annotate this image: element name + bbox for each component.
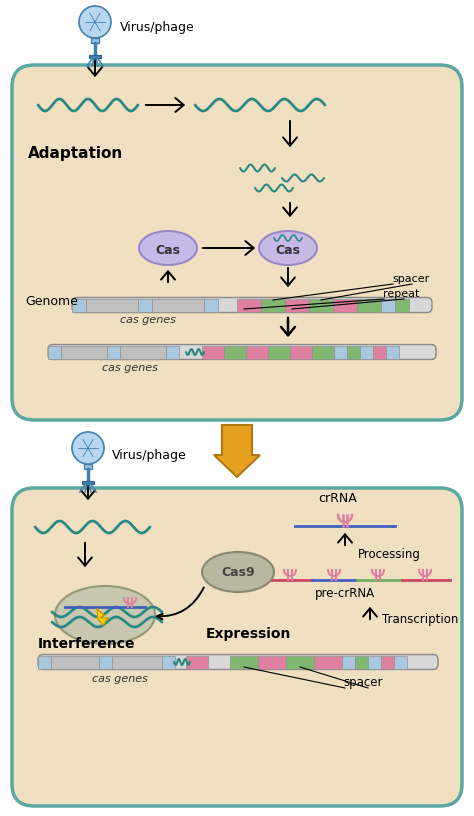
Bar xyxy=(224,345,246,358)
Bar xyxy=(82,481,94,484)
Text: Cas: Cas xyxy=(275,245,301,258)
Bar xyxy=(395,299,409,312)
FancyArrow shape xyxy=(214,425,260,477)
Text: Cas9: Cas9 xyxy=(221,566,255,579)
Bar xyxy=(290,345,312,358)
Bar xyxy=(51,655,99,668)
Text: spacer: spacer xyxy=(392,274,429,284)
Bar xyxy=(246,345,268,358)
Bar xyxy=(237,299,261,312)
Bar xyxy=(381,655,394,668)
Bar xyxy=(91,38,99,43)
Bar xyxy=(286,655,314,668)
Bar xyxy=(394,655,407,668)
Bar xyxy=(86,299,138,312)
Text: crRNA: crRNA xyxy=(318,492,357,505)
Bar xyxy=(186,655,208,668)
Bar xyxy=(268,345,290,358)
Text: pre-crRNA: pre-crRNA xyxy=(315,587,375,600)
Bar xyxy=(202,345,224,358)
Bar xyxy=(38,655,51,668)
Bar xyxy=(312,345,334,358)
FancyBboxPatch shape xyxy=(38,654,438,669)
Ellipse shape xyxy=(55,586,155,644)
Bar xyxy=(355,655,368,668)
Text: cas genes: cas genes xyxy=(102,363,158,373)
Bar xyxy=(368,655,381,668)
Text: Processing: Processing xyxy=(358,548,421,561)
Bar xyxy=(107,345,120,358)
Bar xyxy=(230,655,258,668)
Bar xyxy=(99,655,112,668)
Text: Virus/phage: Virus/phage xyxy=(120,21,195,34)
FancyBboxPatch shape xyxy=(12,65,462,420)
Bar xyxy=(61,345,107,358)
Ellipse shape xyxy=(259,231,317,265)
Bar xyxy=(381,299,395,312)
Polygon shape xyxy=(97,609,108,625)
Bar xyxy=(112,655,162,668)
Bar xyxy=(120,345,166,358)
Bar xyxy=(48,345,61,358)
Bar xyxy=(162,655,175,668)
Bar xyxy=(72,299,86,312)
Bar xyxy=(138,299,152,312)
Bar xyxy=(333,299,357,312)
FancyBboxPatch shape xyxy=(72,298,432,313)
Bar xyxy=(357,299,381,312)
Bar xyxy=(285,299,309,312)
Bar xyxy=(84,464,92,469)
Text: repeat: repeat xyxy=(383,289,419,299)
Bar xyxy=(309,299,333,312)
Text: cas genes: cas genes xyxy=(120,315,176,325)
FancyBboxPatch shape xyxy=(48,344,436,360)
Text: Adaptation: Adaptation xyxy=(28,146,123,161)
Bar xyxy=(342,655,355,668)
Ellipse shape xyxy=(202,552,274,592)
Circle shape xyxy=(79,6,111,38)
Text: Cas: Cas xyxy=(155,245,181,258)
FancyBboxPatch shape xyxy=(12,488,462,806)
Text: Interference: Interference xyxy=(38,637,136,651)
Bar xyxy=(166,345,179,358)
Text: Genome: Genome xyxy=(25,295,78,308)
Bar xyxy=(334,345,347,358)
Bar xyxy=(386,345,399,358)
Bar xyxy=(373,345,386,358)
Bar xyxy=(360,345,373,358)
Ellipse shape xyxy=(139,231,197,265)
Bar xyxy=(89,55,101,58)
Text: Virus/phage: Virus/phage xyxy=(112,449,187,462)
Bar xyxy=(261,299,285,312)
Text: Transcription: Transcription xyxy=(382,614,458,627)
Bar xyxy=(347,345,360,358)
Text: cas genes: cas genes xyxy=(92,674,148,684)
Circle shape xyxy=(72,432,104,464)
Bar xyxy=(258,655,286,668)
Bar xyxy=(204,299,218,312)
Bar xyxy=(314,655,342,668)
Text: spacer: spacer xyxy=(343,676,383,689)
Text: Expression: Expression xyxy=(205,627,291,641)
Bar xyxy=(152,299,204,312)
